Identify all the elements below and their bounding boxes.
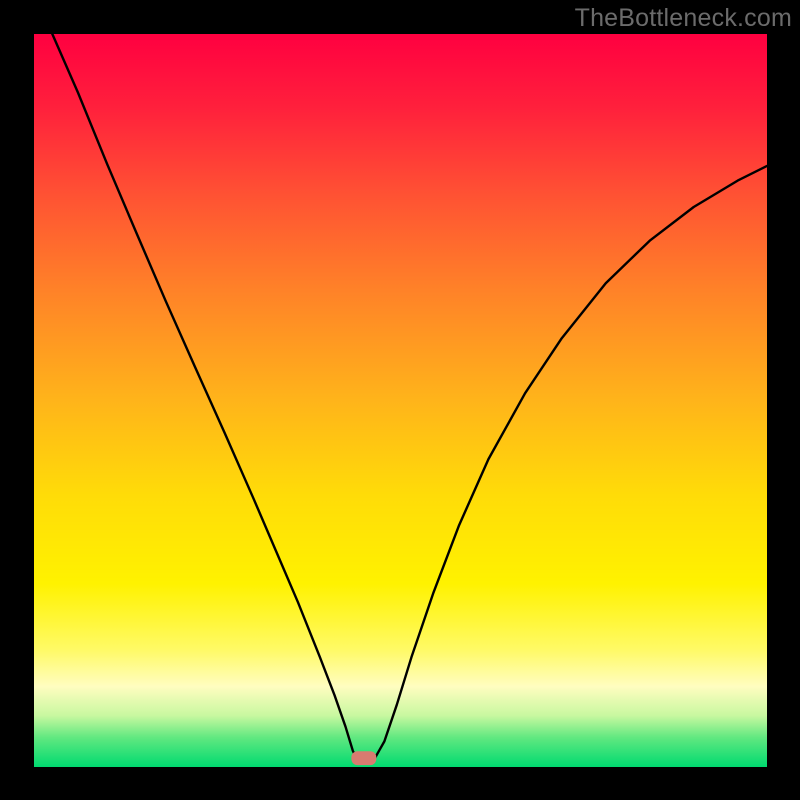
optimum-marker bbox=[351, 751, 376, 765]
watermark-text: TheBottleneck.com bbox=[575, 4, 792, 33]
chart-frame: TheBottleneck.com bbox=[0, 0, 800, 800]
gradient-background bbox=[34, 34, 767, 767]
plot-area bbox=[34, 34, 767, 767]
chart-svg bbox=[34, 34, 767, 767]
